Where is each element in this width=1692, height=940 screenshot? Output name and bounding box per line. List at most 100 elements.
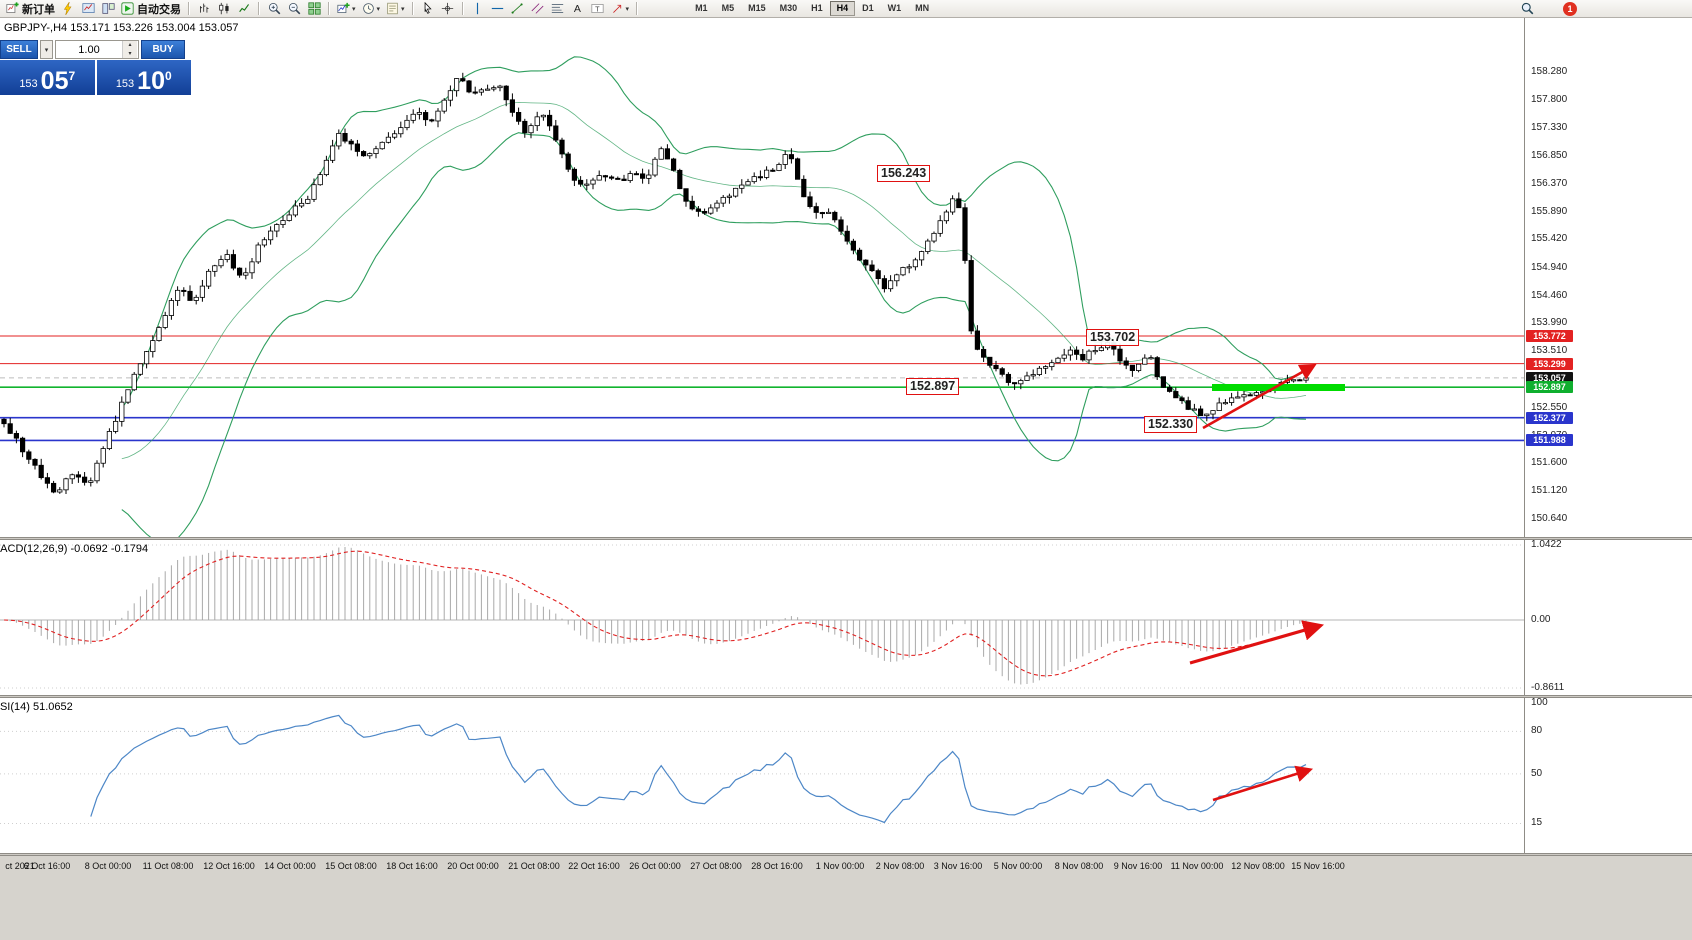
indicators-button[interactable]: ▾ bbox=[334, 1, 359, 17]
toolbar-separator bbox=[258, 2, 260, 15]
timeframe-m15[interactable]: M15 bbox=[741, 1, 773, 16]
time-axis[interactable]: ct 2021 6 Oct 16:00 8 Oct 00:00 11 Oct 08:0… bbox=[0, 856, 1692, 940]
timeframe-w1[interactable]: W1 bbox=[881, 1, 909, 16]
price-axis-label: 153.990 bbox=[1531, 317, 1568, 329]
timeframe-h4[interactable]: H4 bbox=[829, 1, 856, 16]
price-tag: 153.772 bbox=[1526, 329, 1573, 342]
cursor-button[interactable] bbox=[418, 1, 438, 17]
zoom-out-icon bbox=[288, 2, 300, 15]
rsi-line bbox=[90, 714, 1307, 824]
bollinger-lower-band bbox=[121, 132, 1307, 537]
vertical-line-button[interactable] bbox=[468, 1, 488, 17]
search-button[interactable] bbox=[1517, 1, 1537, 17]
tile-windows-button[interactable] bbox=[304, 1, 324, 17]
zoom-out-button[interactable] bbox=[284, 1, 304, 17]
template-icon bbox=[387, 2, 398, 15]
candlestick-chart-button[interactable] bbox=[214, 1, 234, 17]
time-axis-label: 20 Oct 00:00 bbox=[447, 861, 499, 871]
volume-input[interactable] bbox=[56, 41, 122, 58]
one-click-trading-panel: SELL ▾ ▴ ▾ BUY 153 05 7 153 10 0 bbox=[0, 40, 191, 95]
volume-up-button[interactable]: ▴ bbox=[123, 41, 137, 50]
arrow-tool-icon bbox=[612, 4, 621, 13]
profiles-button[interactable] bbox=[98, 1, 118, 17]
rsi-axis-label: 80 bbox=[1531, 725, 1543, 737]
timeframe-m5[interactable]: M5 bbox=[715, 1, 742, 16]
chart-price-annotation[interactable]: 152.897 bbox=[906, 378, 960, 395]
periods-button[interactable]: ▾ bbox=[359, 1, 384, 17]
time-axis-label: 15 Nov 16:00 bbox=[1291, 861, 1345, 871]
time-axis-label: 15 Oct 08:00 bbox=[325, 861, 377, 871]
price-chart[interactable] bbox=[0, 18, 1524, 537]
time-axis-label: 8 Nov 08:00 bbox=[1054, 861, 1104, 871]
new-order-icon bbox=[6, 2, 19, 13]
time-axis-label: 21 Oct 08:00 bbox=[508, 861, 560, 871]
timeframe-m1[interactable]: M1 bbox=[688, 1, 715, 16]
buy-price-figure: 153 bbox=[115, 78, 135, 90]
price-axis-label: 150.640 bbox=[1531, 513, 1568, 525]
notification-badge[interactable]: 1 bbox=[1563, 1, 1577, 16]
buy-price-panel[interactable]: 153 10 0 bbox=[96, 60, 191, 95]
macd-panel[interactable] bbox=[0, 540, 1524, 695]
chart-price-annotation[interactable]: 152.330 bbox=[1144, 416, 1198, 433]
panel-splitter[interactable] bbox=[0, 853, 1692, 856]
timeframe-mn[interactable]: MN bbox=[908, 1, 936, 16]
new-order-button[interactable]: 新订单 bbox=[3, 1, 58, 17]
tile-windows-icon bbox=[307, 2, 321, 15]
price-axis-label: 155.890 bbox=[1531, 205, 1568, 217]
trendline-button[interactable] bbox=[508, 1, 528, 17]
chart-window-button[interactable] bbox=[78, 1, 98, 17]
panel-splitter[interactable] bbox=[0, 537, 1692, 540]
panel-splitter[interactable] bbox=[0, 695, 1692, 698]
text-button[interactable]: A bbox=[568, 1, 588, 17]
timeframe-d1[interactable]: D1 bbox=[855, 1, 881, 16]
price-axis-label: 153.510 bbox=[1531, 345, 1568, 357]
crosshair-button[interactable] bbox=[438, 1, 458, 17]
time-axis-label: 12 Nov 08:00 bbox=[1231, 861, 1285, 871]
one-click-price-row: 153 05 7 153 10 0 bbox=[0, 60, 191, 95]
candlestick-chart-icon bbox=[218, 2, 229, 15]
toolbar: 新订单 自动交易 bbox=[0, 0, 1692, 18]
buy-button[interactable]: BUY bbox=[141, 40, 185, 59]
channel-button[interactable] bbox=[528, 1, 548, 17]
volume-down-button[interactable]: ▾ bbox=[123, 49, 137, 58]
price-axis-label: 156.850 bbox=[1531, 149, 1568, 161]
sell-price-panel[interactable]: 153 05 7 bbox=[0, 60, 95, 95]
timeframe-h1[interactable]: H1 bbox=[804, 1, 830, 16]
toolbar-separator bbox=[328, 2, 330, 15]
zoom-in-button[interactable] bbox=[264, 1, 284, 17]
time-axis-label: 12 Oct 16:00 bbox=[203, 861, 255, 871]
arrows-button[interactable]: ▾ bbox=[608, 1, 633, 17]
text-label-button[interactable]: T bbox=[588, 1, 608, 17]
rsi-panel[interactable] bbox=[0, 698, 1524, 853]
one-click-trading-button[interactable] bbox=[58, 1, 78, 17]
buy-price-pips: 10 bbox=[137, 67, 165, 95]
rsi-axis-label: 50 bbox=[1531, 767, 1543, 779]
price-axis-label: 157.800 bbox=[1531, 94, 1568, 105]
toolbar-separator bbox=[461, 2, 464, 15]
price-tag: 152.897 bbox=[1526, 381, 1573, 394]
sell-button[interactable]: SELL bbox=[0, 40, 38, 59]
sell-price-pips: 05 bbox=[40, 67, 69, 95]
vertical-line-icon bbox=[476, 2, 479, 15]
sell-price-point: 7 bbox=[68, 69, 76, 83]
price-tag: 151.988 bbox=[1526, 434, 1573, 447]
one-click-options-dropdown[interactable]: ▾ bbox=[40, 40, 53, 59]
chart-price-annotation[interactable]: 153.702 bbox=[1086, 329, 1140, 346]
time-axis-label: 28 Oct 16:00 bbox=[751, 861, 803, 871]
bar-chart-icon bbox=[199, 3, 209, 13]
templates-button[interactable]: ▾ bbox=[383, 1, 408, 17]
chevron-down-icon: ▾ bbox=[625, 5, 630, 13]
chart-price-annotation[interactable]: 156.243 bbox=[877, 165, 931, 182]
line-chart-button[interactable] bbox=[234, 1, 254, 17]
bar-chart-button[interactable] bbox=[194, 1, 214, 17]
svg-text:A: A bbox=[574, 3, 582, 15]
bollinger-middle-band bbox=[121, 101, 1307, 460]
horizontal-line-button[interactable] bbox=[488, 1, 508, 17]
fibonacci-button[interactable] bbox=[548, 1, 568, 17]
toolbar-right: 1 bbox=[1517, 1, 1577, 17]
autotrade-button[interactable]: 自动交易 bbox=[118, 1, 184, 17]
toolbar-separator bbox=[411, 2, 414, 15]
timeframe-m30[interactable]: M30 bbox=[773, 1, 805, 16]
